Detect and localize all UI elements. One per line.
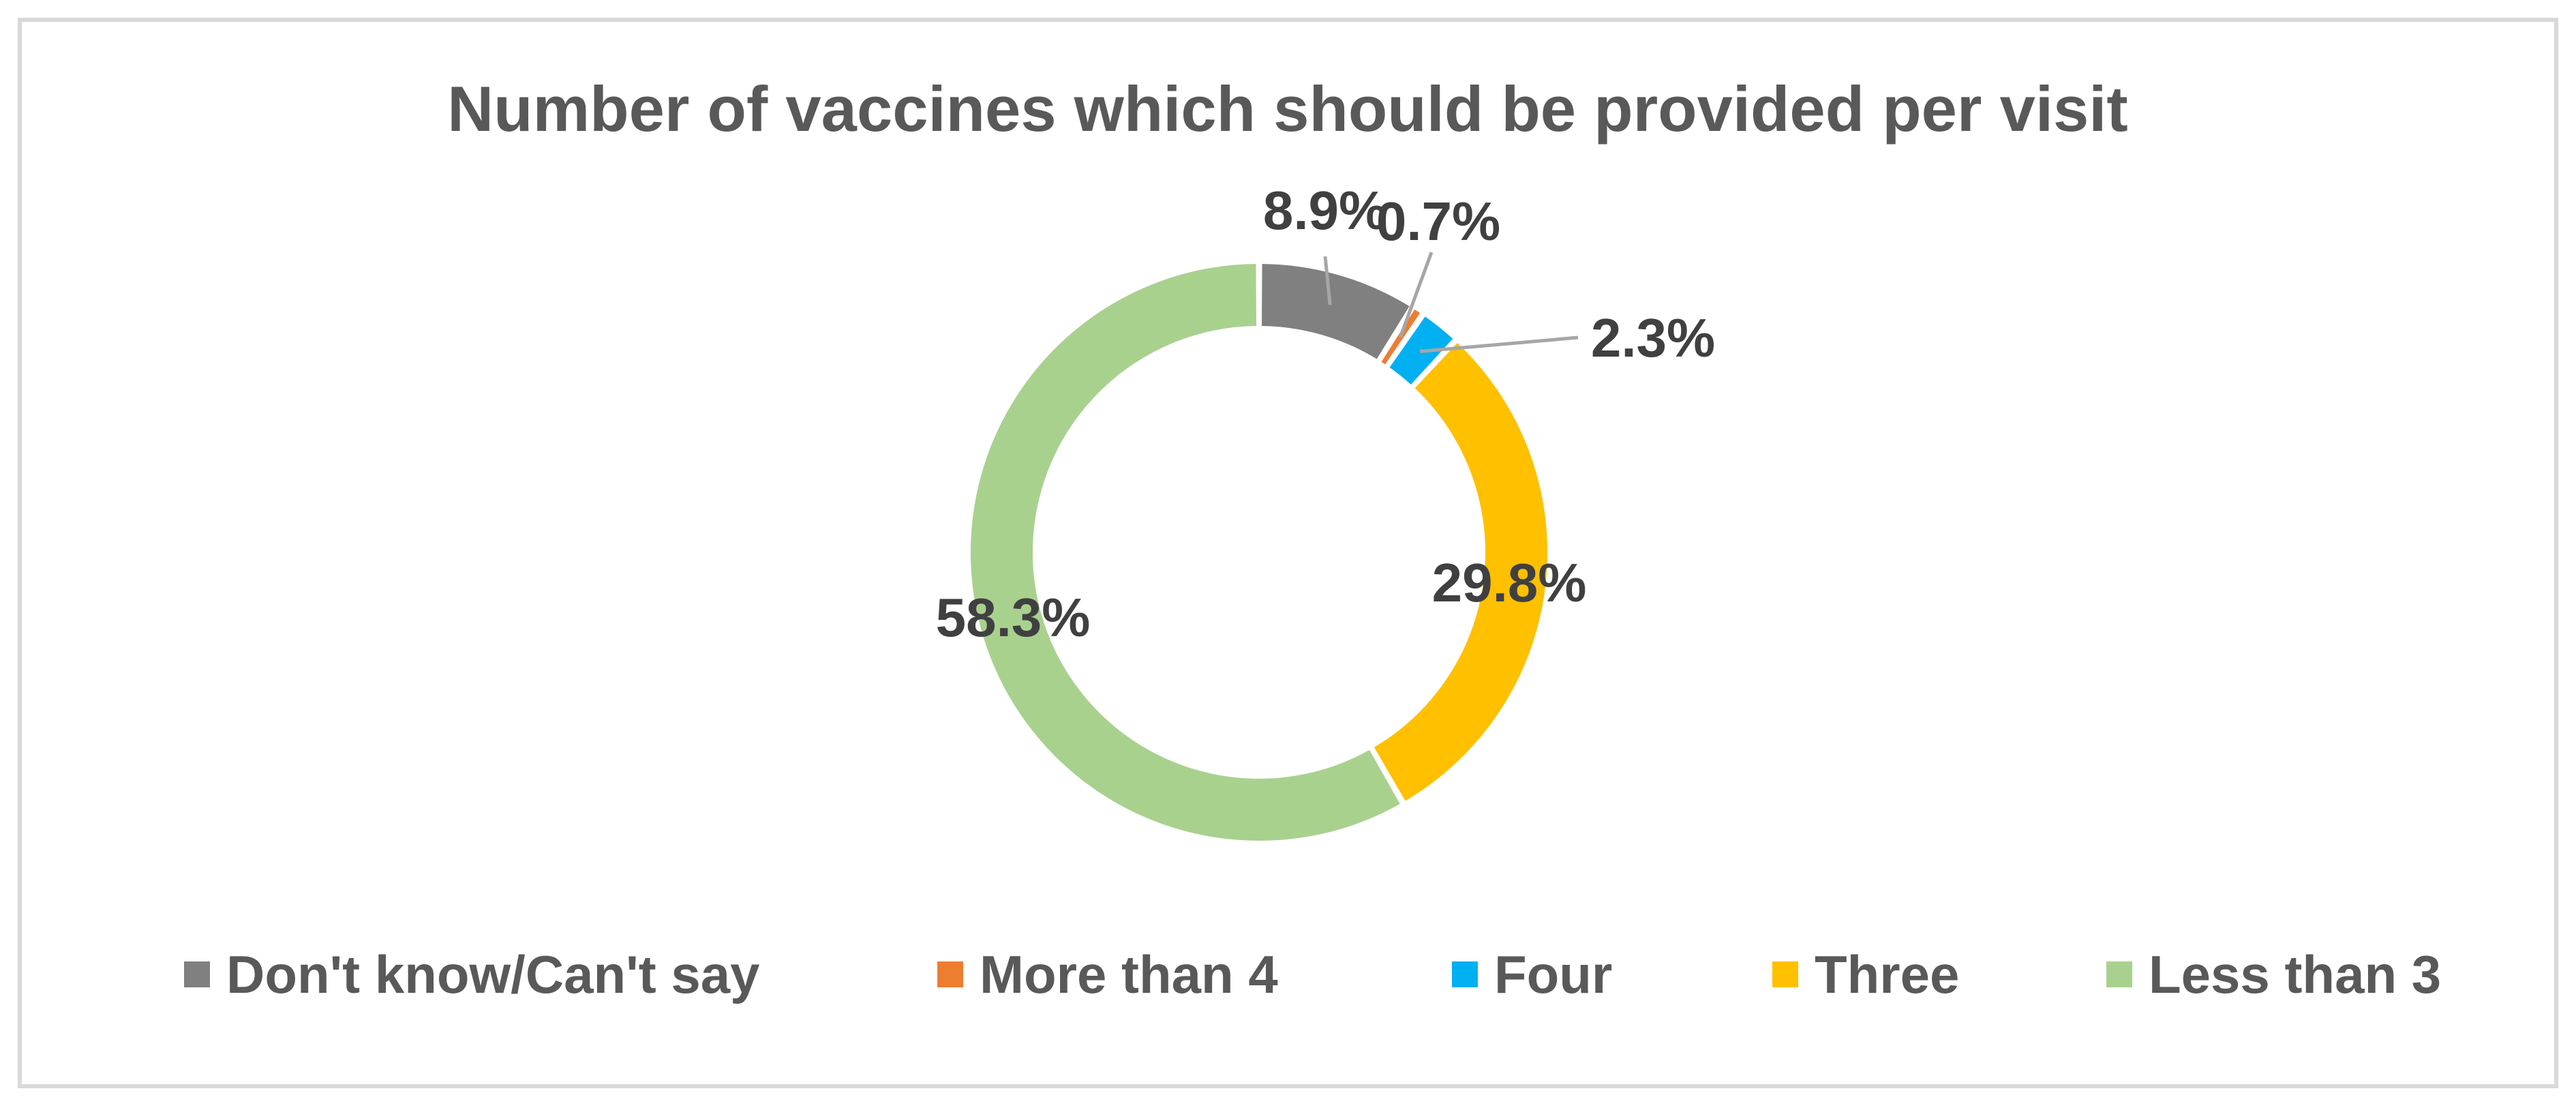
legend-swatch-three [1772,961,1798,987]
legend-label-four: Four [1494,944,1612,1004]
legend-label-more-than-4: More than 4 [980,944,1278,1004]
data-label-more-than-4: 0.7% [1376,191,1500,252]
legend-item-four: Four [1452,944,1612,1004]
leader-line-don-t-know-can-t-say [1323,256,1332,305]
leader-lines-layer [1323,252,1579,353]
data-label-four: 2.3% [1591,308,1715,368]
legend-item-less-than-3: Less than 3 [2106,944,2441,1004]
legend-item-don-t-know-can-t-say: Don't know/Can't say [184,944,760,1004]
legend-label-less-than-3: Less than 3 [2149,944,2441,1004]
legend-label-don-t-know-can-t-say: Don't know/Can't say [226,944,760,1004]
slices-layer [967,260,1550,843]
data-label-don-t-know-can-t-say: 8.9% [1263,180,1387,241]
legend-item-three: Three [1772,944,1959,1004]
legend: Don't know/Can't say More than 4 Four Three… [184,944,2441,1004]
legend-swatch-don-t-know-can-t-say [184,961,210,987]
chart-title: Number of vaccines which should be provi… [447,73,2127,145]
data-label-less-than-3: 58.3% [936,587,1091,648]
leader-line-more-than-4 [1398,252,1434,338]
legend-swatch-more-than-4 [937,961,963,987]
legend-swatch-four [1452,961,1478,987]
legend-item-more-than-4: More than 4 [937,944,1278,1004]
slice-three [1370,339,1550,805]
leader-line-four [1419,335,1579,353]
data-label-three: 29.8% [1432,552,1587,613]
slice-less-than-3 [967,260,1404,843]
legend-swatch-less-than-3 [2106,961,2132,987]
chart-frame [18,18,2558,1088]
legend-label-three: Three [1815,944,1959,1004]
data-labels-layer: 8.9%0.7% 2.3% 29.8% 58.3% [936,180,1716,648]
